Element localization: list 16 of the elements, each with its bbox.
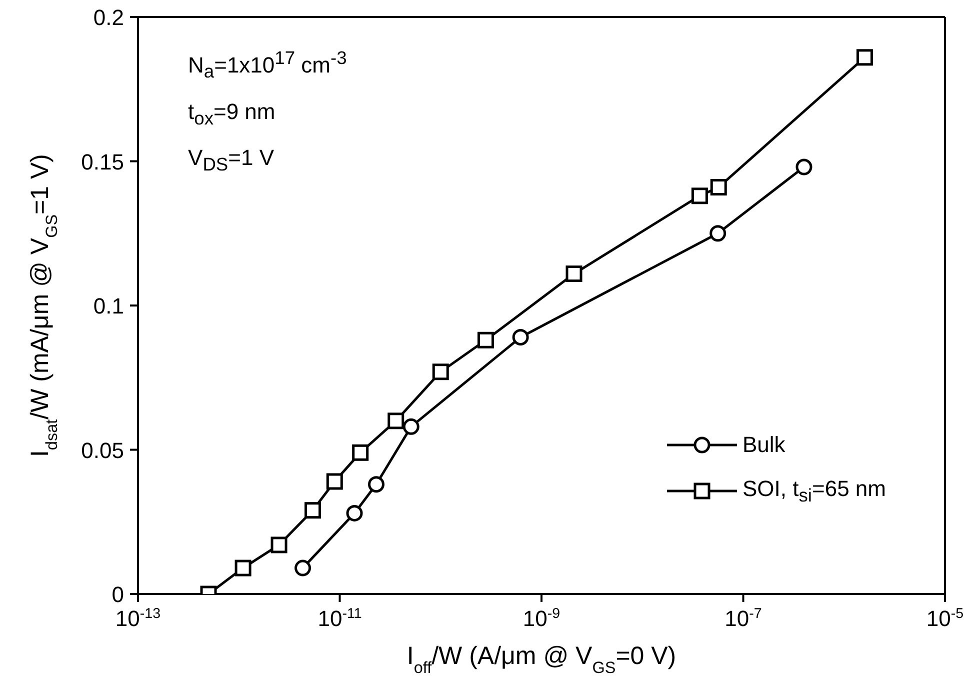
x-axis-title: I$_{off}$/W (A/μm @ V$_{GS}$=0 V) (406, 642, 676, 677)
x-tick-label: 10$^{-13}$ (115, 606, 161, 631)
y-tick-label: 0.2 (93, 5, 124, 30)
x-tick-label: 10$^{-11}$ (318, 606, 362, 631)
x-tick-label: 10$^{-9}$ (522, 606, 560, 631)
legend-label: Bulk (742, 432, 786, 458)
annotation: V$_{DS}$=1 V (188, 144, 276, 176)
x-tick-label: 10$^{-5}$ (926, 606, 964, 631)
y-tick-label: 0.1 (93, 294, 124, 318)
y-tick-label: 0.05 (81, 438, 124, 463)
x-tick-label: 10$^{-7}$ (724, 606, 762, 631)
annotation: N$_{a}$=1x10$^{17}$ cm$^{-3}$ (188, 46, 347, 84)
legend-label: SOI, t$_{si}$=65 nm (742, 476, 886, 506)
annotation: t$_{ox}$=9 nm (188, 98, 276, 130)
y-tick-label: 0 (112, 582, 124, 607)
y-tick-label: 0.15 (81, 149, 124, 174)
